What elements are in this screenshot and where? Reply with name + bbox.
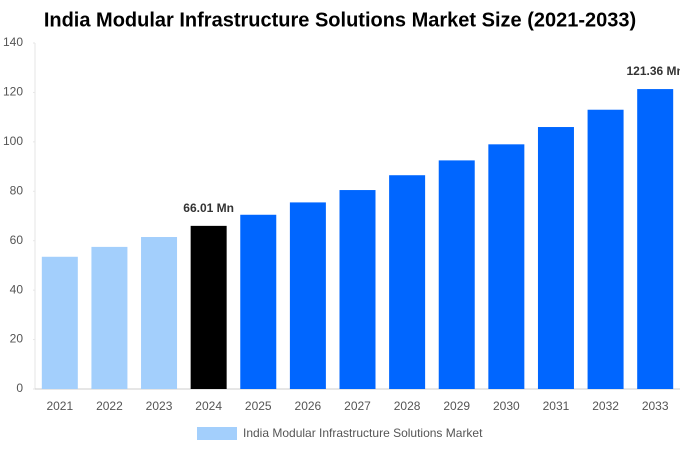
bar [240, 214, 277, 389]
x-tick-label: 2025 [245, 399, 272, 413]
bar [537, 127, 574, 390]
y-tick-label: 0 [16, 381, 23, 395]
bar [91, 246, 128, 389]
y-tick-label: 60 [10, 233, 24, 247]
x-tick-label: 2021 [46, 399, 73, 413]
value-label: 66.01 Mn [183, 201, 234, 215]
x-tick-label: 2029 [443, 399, 470, 413]
y-tick-label: 20 [10, 332, 24, 346]
x-tick-label: 2022 [96, 399, 123, 413]
y-tick-label: 40 [10, 282, 24, 296]
y-tick-label: 140 [3, 35, 23, 49]
y-tick-label: 100 [3, 134, 23, 148]
bar [637, 89, 674, 389]
bar [587, 109, 624, 389]
x-tick-label: 2032 [592, 399, 619, 413]
bar [488, 144, 525, 389]
x-tick-label: 2028 [394, 399, 421, 413]
x-tick-label: 2023 [146, 399, 173, 413]
x-tick-label: 2031 [543, 399, 570, 413]
chart-title: India Modular Infrastructure Solutions M… [44, 9, 636, 31]
bar [339, 190, 376, 389]
bar [190, 225, 227, 389]
bar [389, 175, 426, 389]
bar [438, 160, 475, 389]
x-tick-label: 2030 [493, 399, 520, 413]
bar [41, 256, 78, 389]
bar [141, 237, 178, 389]
legend-swatch [197, 427, 237, 440]
value-label: 121.36 Mn [627, 64, 680, 78]
x-tick-label: 2033 [642, 399, 669, 413]
legend-label: India Modular Infrastructure Solutions M… [243, 426, 483, 440]
x-tick-label: 2024 [195, 399, 222, 413]
y-tick-label: 80 [10, 183, 24, 197]
x-tick-label: 2027 [344, 399, 371, 413]
bar [289, 202, 326, 389]
x-tick-label: 2026 [295, 399, 322, 413]
y-tick-label: 120 [3, 85, 23, 99]
